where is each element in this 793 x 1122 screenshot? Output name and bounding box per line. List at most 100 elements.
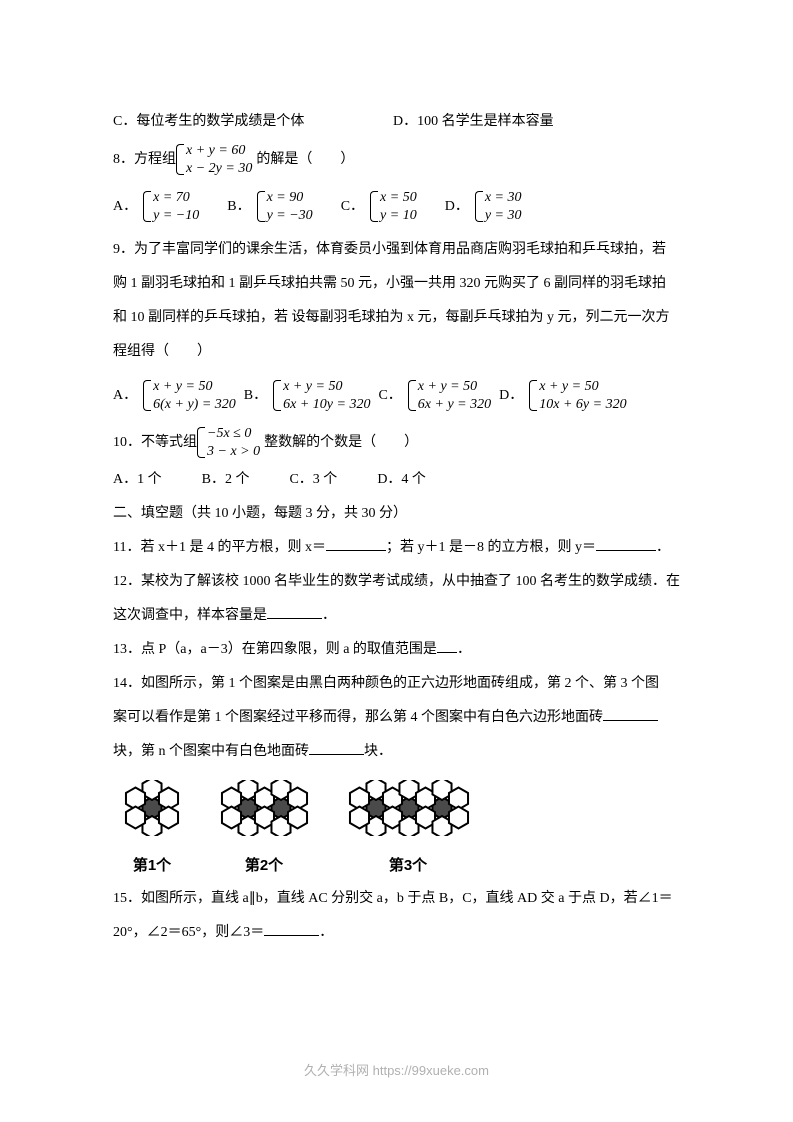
q7-option-d: D．100 名学生是样本容量 xyxy=(393,108,554,136)
q8-c-label: C． xyxy=(341,193,364,221)
hex-figure-3: 第3个 xyxy=(337,780,479,881)
q8-opt-c: C． x = 50 y = 10 xyxy=(341,189,417,224)
q11-c: ． xyxy=(656,540,670,555)
q9-c-label: C． xyxy=(378,382,401,410)
hex2-label: 第2个 xyxy=(209,851,319,881)
q8-d-eq2: y = 30 xyxy=(485,207,522,225)
blank xyxy=(437,639,457,653)
hex-figure-1: 第1个 xyxy=(113,780,191,881)
q14-line2: 案可以看作是第 1 个图案经过平移而得，那么第 4 个图案中有白色六边形地面砖 xyxy=(113,704,680,732)
q8-b-brace: x = 90 y = −30 xyxy=(257,189,313,224)
q12-line2: 这次调查中，样本容量是 ． xyxy=(113,602,680,630)
q9-line2: 购 1 副羽毛球拍和 1 副乒乓球拍共需 50 元，小强一共用 320 元购买了… xyxy=(113,270,680,298)
q10-b: B．2 个 xyxy=(202,466,250,494)
q13-a: 13．点 P（a，a－3）在第四象限，则 a 的取值范围是 xyxy=(113,642,437,657)
q9-d-label: D． xyxy=(499,382,523,410)
blank xyxy=(309,741,364,755)
q8-a-eq1: x = 70 xyxy=(153,189,199,207)
q10-eq2: 3 − x > 0 xyxy=(207,443,260,461)
q8-system: x + y = 60 x − 2y = 30 xyxy=(176,142,252,177)
q10-stem: 10．不等式组 −5x ≤ 0 3 − x > 0 整数解的个数是（ ） xyxy=(113,425,680,460)
q12-b: 这次调查中，样本容量是 xyxy=(113,608,267,623)
q10-a: A．1 个 xyxy=(113,466,162,494)
q13-b: ． xyxy=(457,642,471,657)
q8-eq2: x − 2y = 30 xyxy=(186,160,252,178)
q10-c: C．3 个 xyxy=(289,466,337,494)
q9-line3: 和 10 副同样的乒乓球拍，若 设每副羽毛球拍为 x 元，每副乒乓球拍为 y 元… xyxy=(113,304,680,332)
q14-b: 案可以看作是第 1 个图案经过平移而得，那么第 4 个图案中有白色六边形地面砖 xyxy=(113,710,603,725)
q7-option-c: C．每位考生的数学成绩是个体 xyxy=(113,108,393,136)
q8-d-brace: x = 30 y = 30 xyxy=(475,189,522,224)
q9-b-eq2: 6x + 10y = 320 xyxy=(283,396,370,414)
q15-b: 20°，∠2＝65°，则∠3＝ xyxy=(113,925,264,940)
q14-line3: 块，第 n 个图案中有白色地面砖 块． xyxy=(113,738,680,766)
page-footer: 久久学科网 https://99xueke.com xyxy=(0,1058,793,1084)
section2-title: 二、填空题（共 10 小题，每题 3 分，共 30 分） xyxy=(113,500,680,528)
q8-stem-post: 的解是（ ） xyxy=(256,146,354,174)
q8-c-eq1: x = 50 xyxy=(380,189,417,207)
q9-c-eq1: x + y = 50 xyxy=(418,378,491,396)
hexagon-figures: 第1个 第2个 第3个 xyxy=(113,780,680,881)
q8-stem-pre: 8．方程组 xyxy=(113,146,176,174)
q8-opt-d: D． x = 30 y = 30 xyxy=(445,189,522,224)
q9-c-eq2: 6x + y = 320 xyxy=(418,396,491,414)
q8-d-label: D． xyxy=(445,193,469,221)
q12-c: ． xyxy=(322,608,336,623)
hex1-svg xyxy=(113,780,191,836)
q10-stem-post: 整数解的个数是（ ） xyxy=(264,429,418,457)
q15-c: ． xyxy=(319,925,333,940)
q8-opt-a: A． x = 70 y = −10 xyxy=(113,189,199,224)
q8-b-eq1: x = 90 xyxy=(267,189,313,207)
q14-d: 块． xyxy=(364,744,392,759)
q10-options: A．1 个 B．2 个 C．3 个 D．4 个 xyxy=(113,466,680,494)
blank xyxy=(603,707,658,721)
q9-a-eq2: 6(x + y) = 320 xyxy=(153,396,236,414)
q9-opt-a: A． x + y = 50 6(x + y) = 320 xyxy=(113,378,236,413)
hex3-svg xyxy=(337,780,479,836)
q9-b-eq1: x + y = 50 xyxy=(283,378,370,396)
q15-line1: 15．如图所示，直线 a∥b，直线 AC 分别交 a，b 于点 B，C，直线 A… xyxy=(113,885,680,913)
q9-d-eq2: 10x + 6y = 320 xyxy=(539,396,626,414)
q9-line4: 程组得（ ） xyxy=(113,338,680,366)
q9-b-brace: x + y = 50 6x + 10y = 320 xyxy=(273,378,370,413)
q14-line1: 14．如图所示，第 1 个图案是由黑白两种颜色的正六边形地面砖组成，第 2 个、… xyxy=(113,670,680,698)
q9-opt-d: D． x + y = 50 10x + 6y = 320 xyxy=(499,378,626,413)
blank xyxy=(267,605,322,619)
blank xyxy=(596,537,656,551)
q8-d-eq1: x = 30 xyxy=(485,189,522,207)
q8-a-brace: x = 70 y = −10 xyxy=(143,189,199,224)
blank xyxy=(264,922,319,936)
q9-d-eq1: x + y = 50 xyxy=(539,378,626,396)
q11-b: ；若 y＋1 是－8 的立方根，则 y＝ xyxy=(386,540,596,555)
q14-c: 块，第 n 个图案中有白色地面砖 xyxy=(113,744,309,759)
q11-a: 11．若 x＋1 是 4 的平方根，则 x＝ xyxy=(113,540,326,555)
q8-b-label: B． xyxy=(227,193,250,221)
q8-c-brace: x = 50 y = 10 xyxy=(370,189,417,224)
q9-c-brace: x + y = 50 6x + y = 320 xyxy=(408,378,491,413)
q8-b-eq2: y = −30 xyxy=(267,207,313,225)
q8-a-label: A． xyxy=(113,193,137,221)
q7-options-row: C．每位考生的数学成绩是个体 D．100 名学生是样本容量 xyxy=(113,108,680,136)
hex2-svg xyxy=(209,780,319,836)
q8-c-eq2: y = 10 xyxy=(380,207,417,225)
q9-a-label: A． xyxy=(113,382,137,410)
hex1-label: 第1个 xyxy=(113,851,191,881)
q9-opt-c: C． x + y = 50 6x + y = 320 xyxy=(378,378,491,413)
q9-opt-b: B． x + y = 50 6x + 10y = 320 xyxy=(244,378,371,413)
q9-options: A． x + y = 50 6(x + y) = 320 B． x + y = … xyxy=(113,378,680,413)
q9-line1: 9．为了丰富同学们的课余生活，体育委员小强到体育用品商店购羽毛球拍和乒乓球拍，若 xyxy=(113,236,680,264)
hex-figure-2: 第2个 xyxy=(209,780,319,881)
q15-line2: 20°，∠2＝65°，则∠3＝ ． xyxy=(113,919,680,947)
q8-options: A． x = 70 y = −10 B． x = 90 y = −30 C． x… xyxy=(113,189,680,224)
q10-system: −5x ≤ 0 3 − x > 0 xyxy=(197,425,260,460)
q12-line1: 12．某校为了解该校 1000 名毕业生的数学考试成绩，从中抽查了 100 名考… xyxy=(113,568,680,596)
q8-stem: 8．方程组 x + y = 60 x − 2y = 30 的解是（ ） xyxy=(113,142,680,177)
q8-eq1: x + y = 60 xyxy=(186,142,252,160)
q13: 13．点 P（a，a－3）在第四象限，则 a 的取值范围是 ． xyxy=(113,636,680,664)
q9-a-eq1: x + y = 50 xyxy=(153,378,236,396)
q9-a-brace: x + y = 50 6(x + y) = 320 xyxy=(143,378,236,413)
q8-opt-b: B． x = 90 y = −30 xyxy=(227,189,312,224)
hex3-label: 第3个 xyxy=(337,851,479,881)
q9-d-brace: x + y = 50 10x + 6y = 320 xyxy=(529,378,626,413)
blank xyxy=(326,537,386,551)
